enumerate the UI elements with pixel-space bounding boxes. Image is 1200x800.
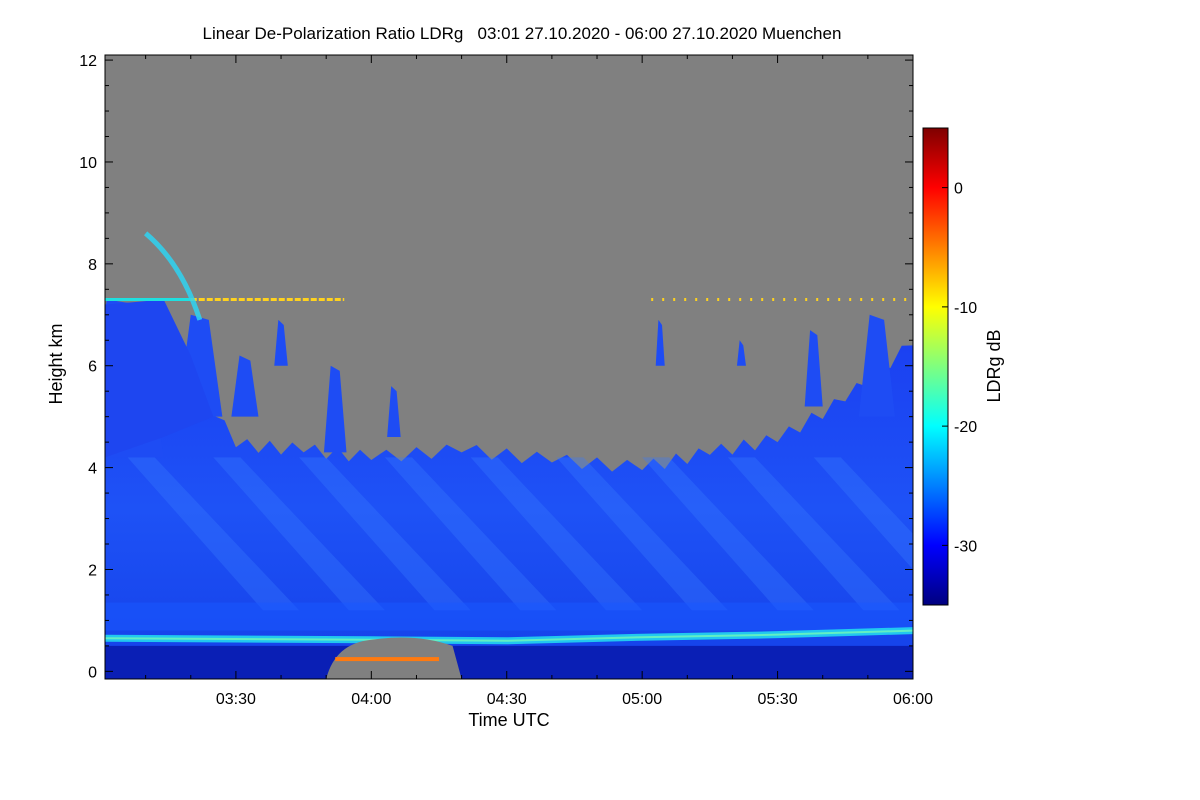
x-tick-label: 04:00: [351, 691, 391, 708]
cloud-tower: [323, 365, 347, 453]
colorbar-ticks: 0 -10 -20 -30: [942, 181, 977, 555]
y-tick-label: 12: [79, 53, 97, 70]
x-axis: 03:30 04:00 04:30 05:00 05:30 06:00: [145, 55, 933, 708]
colorbar-label: LDRg dB: [984, 329, 1004, 402]
fall-streak: [384, 457, 557, 611]
fall-streak: [813, 457, 913, 570]
plot-area: [105, 55, 913, 679]
plot-frame: [104, 54, 914, 680]
colorbar-tick-label: -30: [954, 538, 977, 555]
fall-streak: [556, 457, 728, 611]
x-tick-label: 05:30: [758, 691, 798, 708]
cloud-tower: [387, 386, 401, 438]
y-axis: 0 2 4 6 8 10 12: [79, 53, 913, 681]
fall-streak: [642, 457, 814, 611]
colorbar-tick-label: 0: [954, 181, 963, 198]
colorbar-tick-label: -20: [954, 419, 977, 436]
y-tick-label: 8: [88, 257, 97, 274]
chart-title: Linear De-Polarization Ratio LDRg 03:01 …: [203, 24, 842, 43]
cloud-tower: [858, 314, 895, 417]
upper-cloud-features: [105, 299, 895, 458]
fall-streak: [727, 457, 900, 611]
colorbar-gradient: [922, 127, 949, 606]
y-tick-label: 6: [88, 359, 97, 376]
fall-streak: [299, 457, 471, 611]
fall-streak: [213, 457, 385, 611]
cloud-tower: [804, 330, 823, 407]
fall-streak: [127, 457, 300, 611]
colorbar: 0 -10 -20 -30 LDRg dB: [922, 127, 1004, 606]
y-tick-label: 2: [88, 562, 97, 579]
cloud-tower: [231, 355, 259, 417]
high-ldr-strip: [335, 657, 440, 662]
fall-streaks: [127, 457, 913, 611]
y-tick-label: 0: [88, 664, 97, 681]
cloud-region: [105, 301, 913, 679]
surface-layer: [105, 645, 913, 679]
y-axis-label: Height km: [46, 323, 66, 404]
colorbar-tick-label: -10: [954, 300, 977, 317]
cloud-block: [105, 299, 214, 458]
y-tick-label: 4: [88, 461, 97, 478]
x-tick-label: 04:30: [487, 691, 527, 708]
cloud-tower: [736, 340, 746, 366]
ice-streak: [144, 231, 203, 321]
cloud-tower: [655, 319, 665, 366]
x-axis-label: Time UTC: [468, 710, 549, 730]
x-tick-label: 06:00: [893, 691, 933, 708]
x-tick-label: 05:00: [622, 691, 662, 708]
cloud-tower: [274, 319, 288, 366]
lower-band: [105, 602, 913, 631]
y-tick-label: 10: [79, 155, 97, 172]
melting-layer-core: [105, 629, 913, 642]
fall-streak: [470, 457, 643, 611]
x-tick-label: 03:30: [216, 691, 256, 708]
